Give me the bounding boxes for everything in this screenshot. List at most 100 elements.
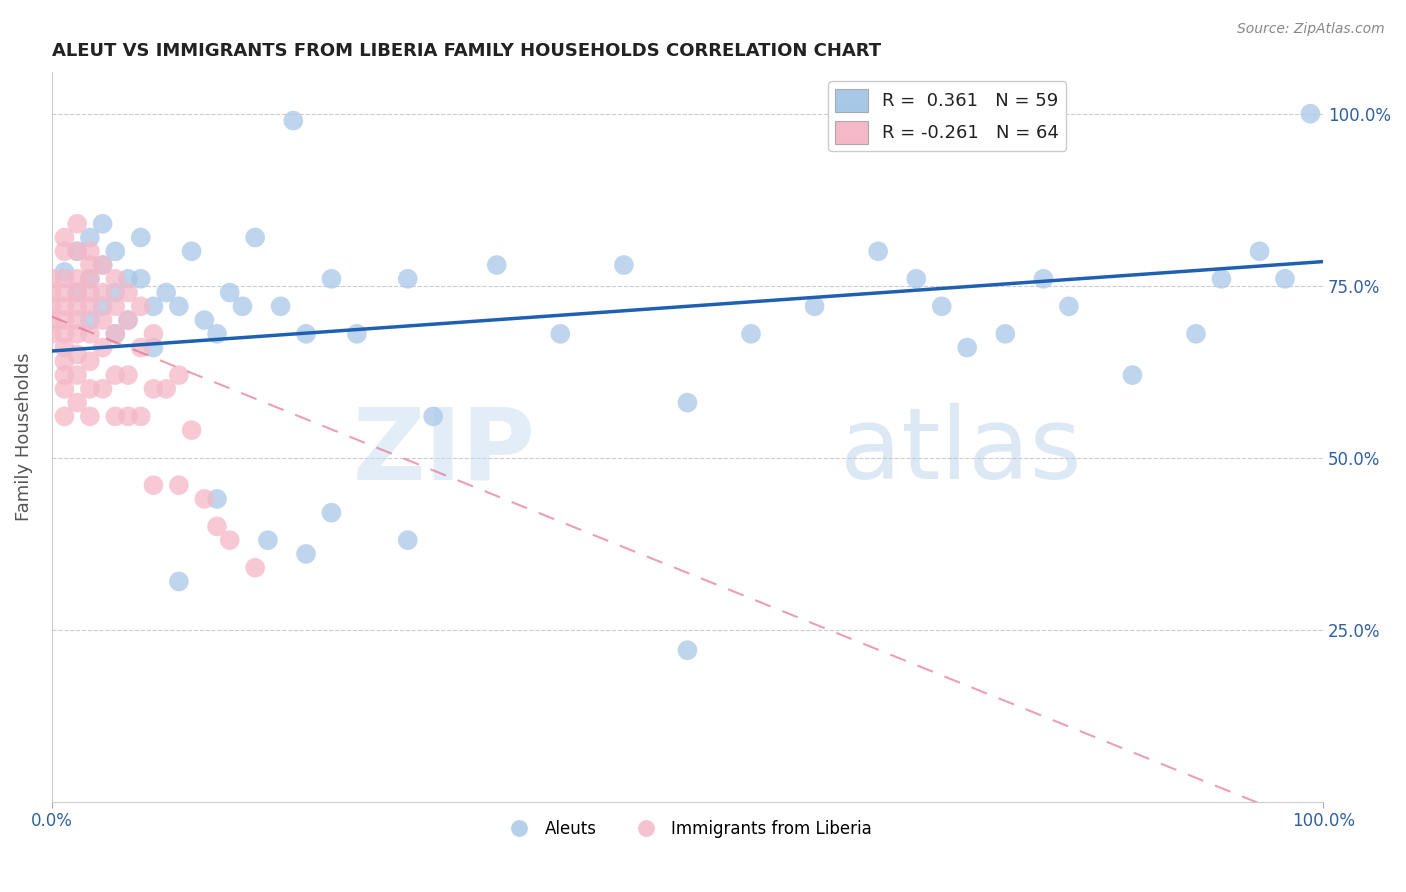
Point — [321, 272, 343, 286]
Point — [803, 299, 825, 313]
Point — [155, 382, 177, 396]
Point — [1057, 299, 1080, 313]
Point — [994, 326, 1017, 341]
Point — [104, 368, 127, 383]
Point — [167, 478, 190, 492]
Point — [41, 285, 63, 300]
Point — [205, 326, 228, 341]
Point — [79, 244, 101, 259]
Point — [167, 299, 190, 313]
Point — [66, 313, 89, 327]
Point — [231, 299, 253, 313]
Point — [321, 506, 343, 520]
Point — [104, 326, 127, 341]
Point — [66, 347, 89, 361]
Point — [257, 533, 280, 548]
Point — [53, 368, 76, 383]
Point — [283, 113, 305, 128]
Point — [53, 244, 76, 259]
Point — [117, 368, 139, 383]
Point — [104, 409, 127, 424]
Point — [104, 326, 127, 341]
Point — [218, 533, 240, 548]
Point — [1249, 244, 1271, 259]
Point — [53, 230, 76, 244]
Text: Source: ZipAtlas.com: Source: ZipAtlas.com — [1237, 22, 1385, 37]
Point — [41, 299, 63, 313]
Point — [91, 341, 114, 355]
Point — [1185, 326, 1208, 341]
Point — [142, 478, 165, 492]
Point — [129, 272, 152, 286]
Point — [1299, 106, 1322, 120]
Point — [117, 272, 139, 286]
Text: atlas: atlas — [839, 403, 1081, 500]
Point — [66, 368, 89, 383]
Point — [104, 285, 127, 300]
Point — [193, 491, 215, 506]
Point — [243, 230, 266, 244]
Point — [295, 547, 318, 561]
Point — [117, 409, 139, 424]
Point — [868, 244, 890, 259]
Point — [205, 519, 228, 533]
Point — [142, 299, 165, 313]
Point — [167, 368, 190, 383]
Point — [91, 258, 114, 272]
Point — [66, 395, 89, 409]
Point — [104, 244, 127, 259]
Point — [66, 244, 89, 259]
Y-axis label: Family Households: Family Households — [15, 352, 32, 521]
Point — [117, 313, 139, 327]
Point — [79, 313, 101, 327]
Point — [91, 382, 114, 396]
Point — [66, 285, 89, 300]
Point — [676, 643, 699, 657]
Point — [79, 354, 101, 368]
Point — [53, 382, 76, 396]
Point — [91, 258, 114, 272]
Point — [295, 326, 318, 341]
Point — [346, 326, 368, 341]
Point — [193, 313, 215, 327]
Point — [53, 354, 76, 368]
Point — [931, 299, 953, 313]
Point — [53, 409, 76, 424]
Point — [613, 258, 636, 272]
Point — [53, 285, 76, 300]
Point — [550, 326, 572, 341]
Point — [41, 313, 63, 327]
Point — [142, 382, 165, 396]
Point — [485, 258, 508, 272]
Point — [740, 326, 762, 341]
Point — [104, 299, 127, 313]
Point — [905, 272, 928, 286]
Point — [129, 341, 152, 355]
Point — [66, 326, 89, 341]
Point — [91, 299, 114, 313]
Point — [79, 258, 101, 272]
Point — [1274, 272, 1296, 286]
Point — [53, 326, 76, 341]
Point — [117, 313, 139, 327]
Point — [117, 285, 139, 300]
Point — [180, 423, 202, 437]
Point — [1211, 272, 1233, 286]
Point — [53, 341, 76, 355]
Point — [218, 285, 240, 300]
Point — [396, 272, 419, 286]
Point — [79, 409, 101, 424]
Point — [956, 341, 979, 355]
Point — [129, 409, 152, 424]
Point — [66, 285, 89, 300]
Point — [205, 491, 228, 506]
Point — [66, 244, 89, 259]
Point — [66, 299, 89, 313]
Point — [142, 341, 165, 355]
Point — [79, 299, 101, 313]
Point — [53, 272, 76, 286]
Point — [53, 299, 76, 313]
Point — [79, 382, 101, 396]
Legend: Aleuts, Immigrants from Liberia: Aleuts, Immigrants from Liberia — [496, 813, 879, 845]
Text: ALEUT VS IMMIGRANTS FROM LIBERIA FAMILY HOUSEHOLDS CORRELATION CHART: ALEUT VS IMMIGRANTS FROM LIBERIA FAMILY … — [52, 42, 882, 60]
